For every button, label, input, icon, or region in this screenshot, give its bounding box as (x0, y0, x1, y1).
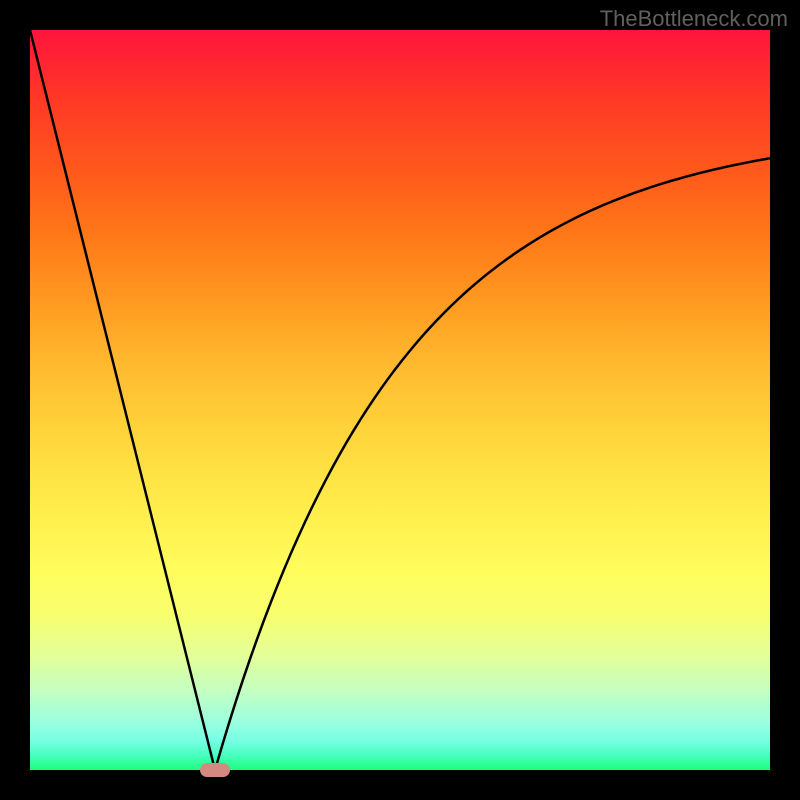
right-ascent-curve (215, 158, 770, 770)
minimum-marker (200, 763, 230, 777)
figure-container: TheBottleneck.com (0, 0, 800, 800)
left-descent-line (30, 30, 215, 770)
curve-layer (30, 30, 770, 770)
watermark-text: TheBottleneck.com (600, 6, 788, 32)
bottleneck-chart (30, 30, 770, 770)
